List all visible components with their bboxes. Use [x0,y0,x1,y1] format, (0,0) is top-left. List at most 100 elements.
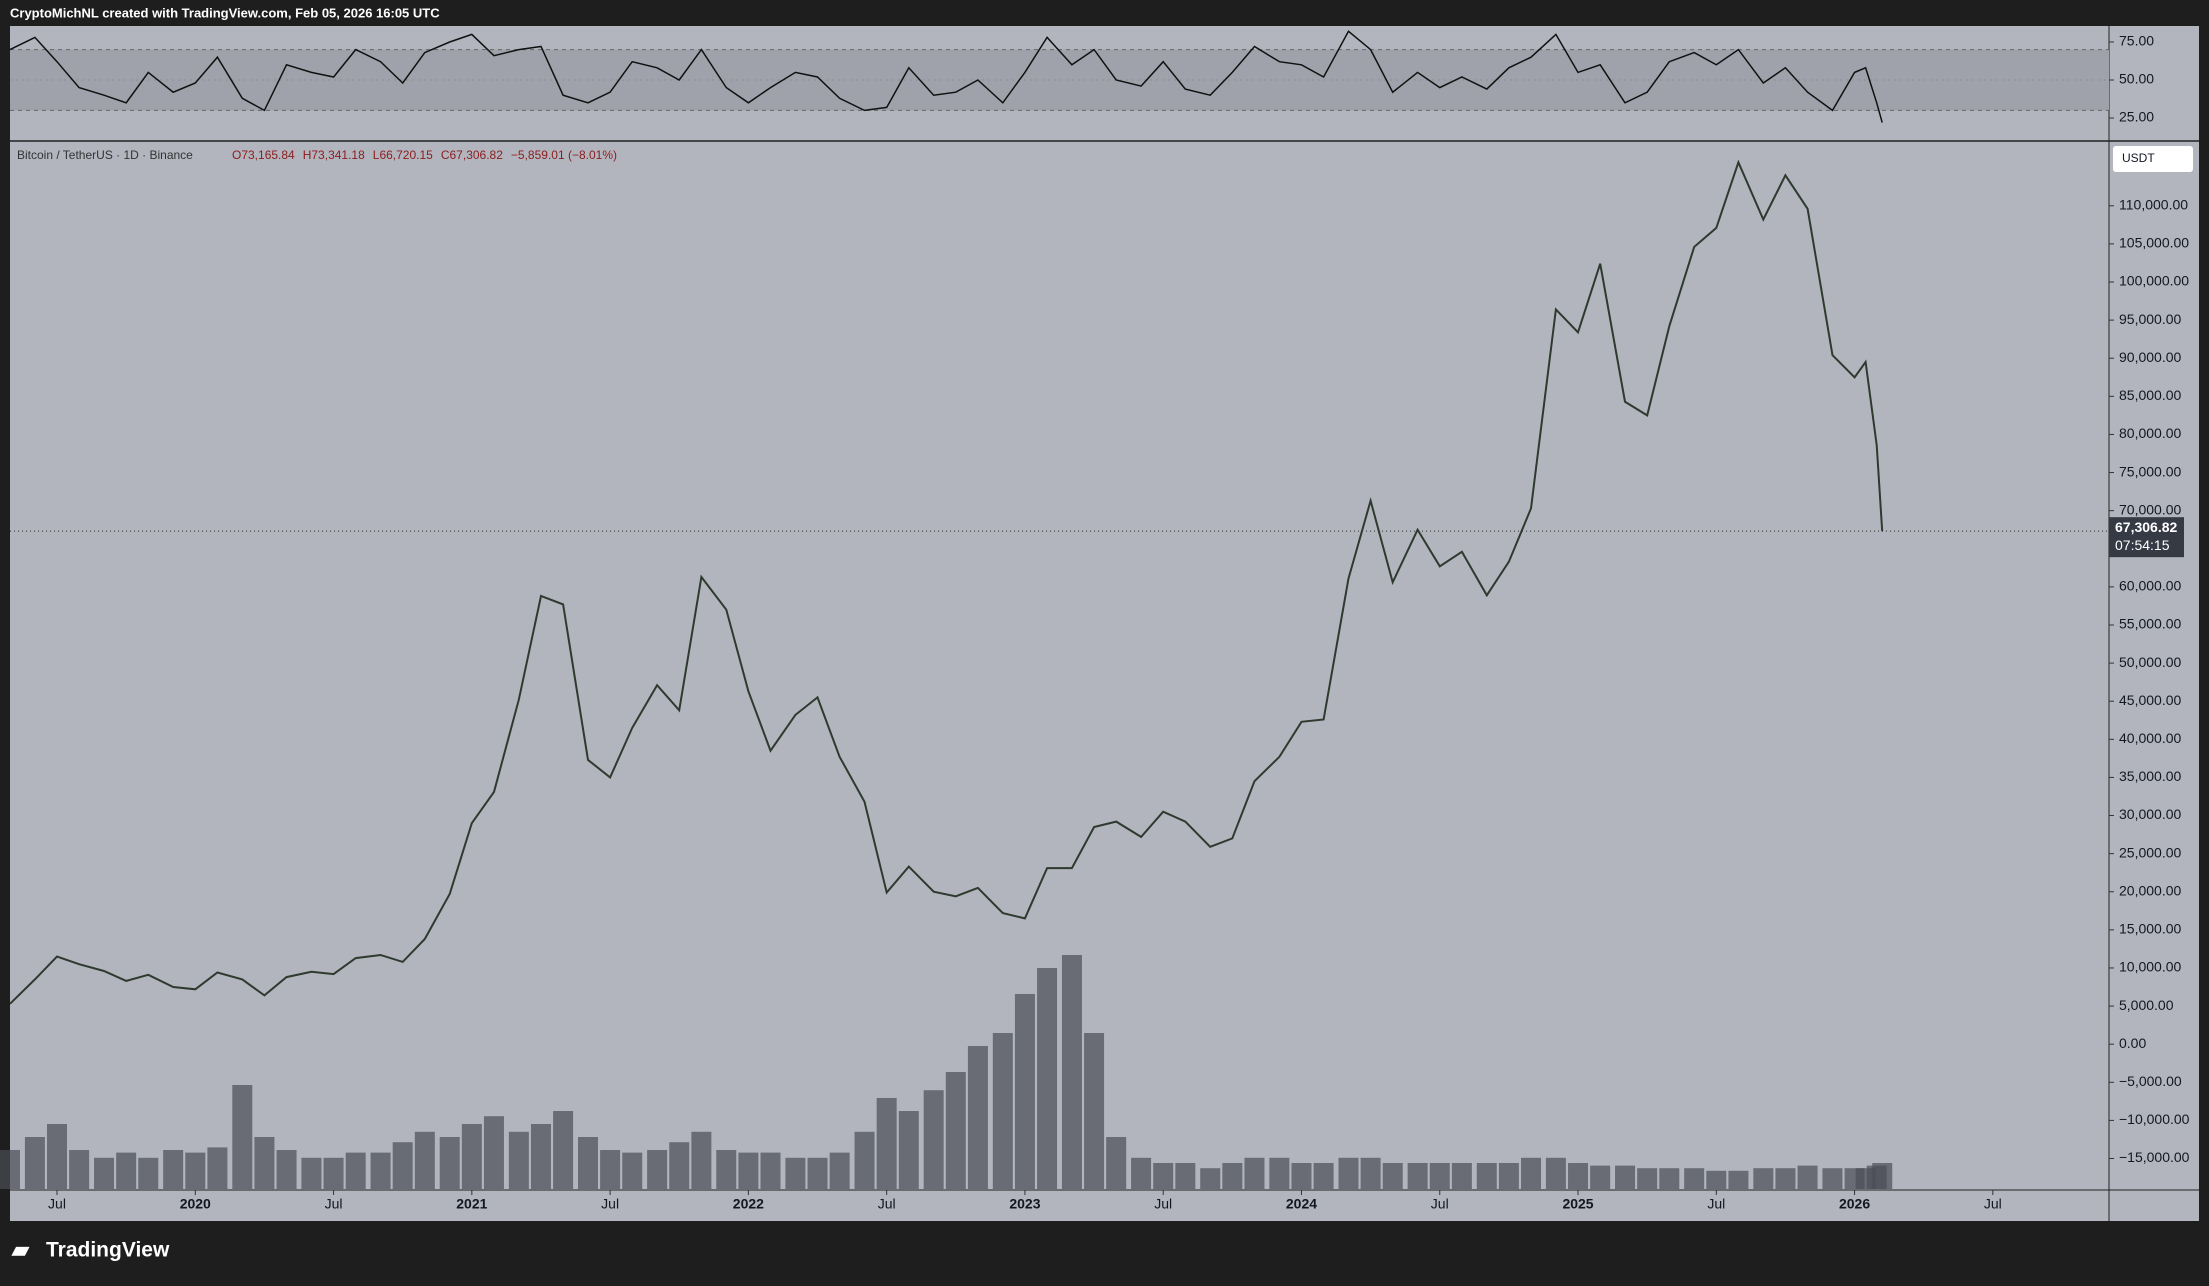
currency-box [2113,146,2193,172]
y-tick-label: 0.00 [2119,1035,2146,1051]
volume-bar [738,1152,759,1189]
volume-bar [647,1150,668,1189]
x-tick-label: 2021 [456,1196,487,1212]
volume-bar [716,1150,737,1189]
volume-bar [323,1157,344,1189]
x-tick-label: 2026 [1839,1196,1870,1212]
y-tick-label: 15,000.00 [2119,921,2181,937]
volume-bar [1175,1163,1196,1189]
volume-bar [876,1098,897,1189]
x-tick-label: Jul [601,1196,619,1212]
volume-bar [967,1046,988,1189]
volume-bar [1131,1157,1152,1189]
volume-bar [185,1152,206,1189]
volume-bar [622,1152,643,1189]
volume-bar [1014,994,1035,1189]
volume-bar [691,1131,712,1189]
ohlc-value: O73,165.84 [232,148,295,162]
volume-bar [1822,1168,1843,1189]
y-tick-label: 25,000.00 [2119,844,2181,860]
volume-bar [945,1072,966,1189]
x-tick-label: 2023 [1009,1196,1040,1212]
volume-bar [669,1142,690,1189]
y-tick-label: 40,000.00 [2119,730,2181,746]
y-tick-label: 90,000.00 [2119,349,2181,365]
volume-bar [69,1150,90,1189]
volume-bar [1521,1157,1542,1189]
volume-bar [1244,1157,1265,1189]
volume-bar [1200,1168,1221,1189]
volume-bar [992,1033,1013,1189]
x-tick-label: Jul [1431,1196,1449,1212]
volume-bar [508,1131,529,1189]
volume-bar [1498,1163,1519,1189]
volume-bar [232,1085,253,1189]
ohlc-value: H73,341.18 [303,148,365,162]
volume-bar [1338,1157,1359,1189]
rsi-band [10,49,2109,111]
logo-mark: ▰ [11,1237,30,1262]
volume-bar [414,1131,435,1189]
footer: TradingView [46,1239,170,1262]
volume-bar [577,1137,598,1189]
volume-bar [1061,955,1082,1189]
volume-bar [138,1157,159,1189]
volume-bar [301,1157,322,1189]
x-tick-label: Jul [1984,1196,2002,1212]
volume-bar [1313,1163,1334,1189]
y-tick-label: 55,000.00 [2119,616,2181,632]
y-tick-label: −10,000.00 [2119,1111,2190,1127]
volume-bar [370,1152,391,1189]
y-tick-label: −15,000.00 [2119,1149,2190,1165]
volume-bar [1659,1168,1680,1189]
y-tick-label: 45,000.00 [2119,692,2181,708]
x-tick-label: 2020 [180,1196,211,1212]
rsi-tick-label: 25.00 [2119,109,2154,125]
y-tick-label: 35,000.00 [2119,768,2181,784]
volume-bar [116,1152,137,1189]
y-tick-label: 5,000.00 [2119,997,2174,1013]
y-tick-label: 30,000.00 [2119,806,2181,822]
volume-bar [1106,1137,1127,1189]
volume-bar [1615,1165,1636,1189]
x-tick-label: 2025 [1562,1196,1593,1212]
y-tick-label: 110,000.00 [2119,196,2188,212]
volume-bar [1429,1163,1450,1189]
currency: USDT [2122,151,2155,165]
ohlc-value: C67,306.82 [441,148,503,162]
volume-bar [1872,1163,1893,1189]
y-tick-label: 20,000.00 [2119,882,2181,898]
y-tick-label: 80,000.00 [2119,425,2181,441]
volume-bar [1084,1033,1105,1189]
volume-bar [1568,1163,1589,1189]
volume-bar [276,1150,297,1189]
x-tick-label: 2024 [1286,1196,1317,1212]
y-tick-label: 100,000.00 [2119,273,2189,289]
volume-bar [345,1152,366,1189]
volume-bar [1637,1168,1658,1189]
last-price-label: 67,306.82 [2115,519,2177,535]
y-tick-label: 85,000.00 [2119,387,2181,403]
volume-bar [47,1124,68,1189]
y-tick-label: 75,000.00 [2119,463,2181,479]
y-tick-label: 10,000.00 [2119,959,2181,975]
volume-bar [1360,1157,1381,1189]
volume-bar [829,1152,850,1189]
x-tick-label: Jul [878,1196,896,1212]
volume-bar [1684,1168,1705,1189]
change: −5,859.01 (−8.01%) [511,148,617,162]
y-tick-label: 60,000.00 [2119,578,2181,594]
volume-bar [760,1152,781,1189]
volume-bar [1775,1168,1796,1189]
symbol: Bitcoin / TetherUS · 1D · Binance [17,148,193,162]
x-tick-label: 2022 [733,1196,764,1212]
rsi-tick-label: 50.00 [2119,71,2154,87]
volume-bar [94,1157,115,1189]
volume-bar [898,1111,919,1189]
header: CryptoMichNL created with TradingView.co… [10,5,440,20]
x-tick-label: Jul [1154,1196,1172,1212]
volume-bar [392,1142,413,1189]
volume-bar [1706,1170,1727,1189]
